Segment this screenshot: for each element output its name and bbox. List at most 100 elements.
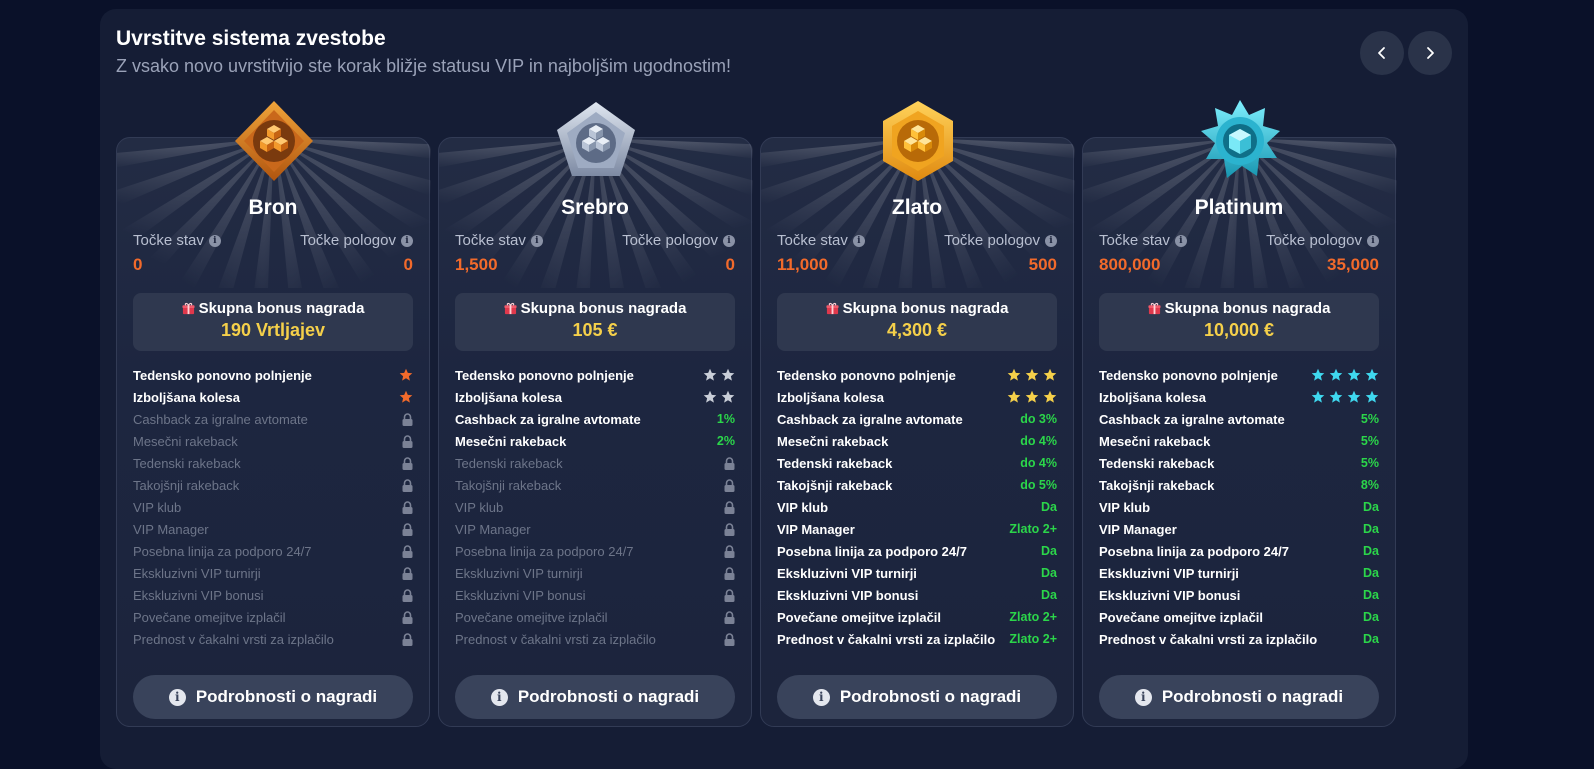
feature-label: Izboljšana kolesa bbox=[1099, 389, 1206, 405]
feature-value: Zlato 2+ bbox=[1009, 522, 1057, 536]
feature-label: Prednost v čakalni vrsti za izplačilo bbox=[133, 631, 334, 647]
feature-label: VIP klub bbox=[133, 499, 182, 515]
feature-row: Povečane omejitve izplačil bbox=[133, 606, 413, 628]
badge-glow-rays bbox=[117, 138, 431, 288]
info-icon[interactable]: i bbox=[723, 234, 735, 247]
feature-row: Prednost v čakalni vrsti za izplačilo Da bbox=[1099, 628, 1379, 650]
gift-icon bbox=[182, 302, 195, 315]
info-icon[interactable]: i bbox=[208, 234, 221, 247]
reward-details-label: Podrobnosti o nagradi bbox=[839, 687, 1022, 706]
star-rating bbox=[399, 390, 413, 404]
feature-label: Mesečni rakeback bbox=[1099, 433, 1211, 449]
info-icon[interactable]: i bbox=[530, 234, 543, 247]
feature-row: Izboljšana kolesa bbox=[1099, 386, 1379, 408]
feature-row: Povečane omejitve izplačil Da bbox=[1099, 606, 1379, 628]
feature-value: do 4% bbox=[1020, 434, 1057, 448]
feature-label: Posebna linija za podporo 24/7 bbox=[133, 543, 312, 559]
star-icon bbox=[1311, 368, 1325, 381]
page-title: Uvrstitve sistema zvestobe bbox=[116, 27, 386, 50]
info-icon[interactable]: i bbox=[1045, 234, 1057, 247]
feature-label: Tedenski rakeback bbox=[133, 455, 241, 471]
info-icon[interactable]: i bbox=[1174, 234, 1187, 247]
feature-value: Zlato 2+ bbox=[1009, 610, 1057, 624]
lock-icon bbox=[402, 588, 413, 602]
reward-details-button[interactable]: i Podrobnosti o nagradi bbox=[133, 675, 413, 719]
lock-icon bbox=[724, 588, 735, 602]
feature-label: Tedensko ponovno polnjenje bbox=[455, 367, 634, 383]
reward-details-button[interactable]: i Podrobnosti o nagradi bbox=[455, 675, 735, 719]
star-icon bbox=[1365, 390, 1379, 403]
feature-value: Da bbox=[1363, 500, 1379, 514]
star-icon bbox=[1007, 390, 1021, 403]
lock-icon bbox=[724, 544, 735, 558]
loyalty-tiers-panel: Uvrstitve sistema zvestobe Z vsako novo … bbox=[100, 9, 1468, 769]
feature-label: Ekskluzivni VIP bonusi bbox=[455, 587, 586, 603]
lock-icon bbox=[724, 632, 735, 646]
feature-value: Da bbox=[1363, 544, 1379, 558]
feature-row: Ekskluzivni VIP turnirji bbox=[455, 562, 735, 584]
tier-name: Platinum bbox=[1194, 196, 1284, 219]
feature-value: 5% bbox=[1360, 434, 1379, 448]
star-rating bbox=[703, 390, 735, 404]
feature-value: Da bbox=[1041, 544, 1057, 558]
lock-icon bbox=[402, 544, 413, 558]
star-rating bbox=[1311, 368, 1379, 382]
info-icon[interactable]: i bbox=[1367, 234, 1379, 247]
feature-label: Takojšnji rakeback bbox=[1099, 477, 1215, 493]
feature-label: Cashback za igralne avtomate bbox=[133, 411, 308, 427]
lock-icon bbox=[724, 522, 735, 536]
star-icon bbox=[399, 390, 413, 403]
feature-row: Izboljšana kolesa bbox=[133, 386, 413, 408]
bet-points-label: Točke stav i bbox=[455, 232, 543, 249]
gift-icon bbox=[826, 302, 839, 315]
feature-row: VIP klub Da bbox=[1099, 496, 1379, 518]
star-icon bbox=[1347, 390, 1361, 403]
feature-label: Mesečni rakeback bbox=[777, 433, 889, 449]
feature-row: VIP klub bbox=[455, 496, 735, 518]
feature-label: Tedensko ponovno polnjenje bbox=[133, 367, 312, 383]
feature-label: Posebna linija za podporo 24/7 bbox=[1099, 543, 1289, 559]
star-icon bbox=[1043, 368, 1057, 381]
feature-label: Povečane omejitve izplačil bbox=[455, 609, 608, 625]
feature-value: 5% bbox=[1360, 456, 1379, 470]
feature-label: Prednost v čakalni vrsti za izplačilo bbox=[1099, 631, 1318, 647]
badge-glow-rays bbox=[1083, 138, 1397, 288]
reward-details-label: Podrobnosti o nagradi bbox=[195, 687, 378, 706]
feature-label: Ekskluzivni VIP turnirji bbox=[133, 565, 261, 581]
feature-label: Cashback za igralne avtomate bbox=[1099, 411, 1285, 427]
total-bonus-value: 105 € bbox=[572, 320, 618, 340]
feature-label: Posebna linija za podporo 24/7 bbox=[777, 543, 967, 559]
info-icon[interactable]: i bbox=[852, 234, 865, 247]
feature-row: Posebna linija za podporo 24/7 Da bbox=[1099, 540, 1379, 562]
total-bonus-label: Skupna bonus nagrada bbox=[777, 300, 1057, 317]
star-icon bbox=[1025, 390, 1039, 403]
feature-row: Tedenski rakeback bbox=[133, 452, 413, 474]
feature-label: Mesečni rakeback bbox=[455, 433, 567, 449]
lock-icon bbox=[724, 610, 735, 624]
reward-details-button[interactable]: i Podrobnosti o nagradi bbox=[777, 675, 1057, 719]
feature-row: Prednost v čakalni vrsti za izplačilo Zla… bbox=[777, 628, 1057, 650]
gold-hexagon-badge-icon bbox=[883, 101, 953, 181]
feature-label: Tedensko ponovno polnjenje bbox=[777, 367, 956, 383]
feature-label: VIP Manager bbox=[455, 521, 531, 537]
gift-icon bbox=[504, 302, 517, 315]
badge-glow-rays bbox=[439, 138, 753, 288]
carousel-next-button[interactable] bbox=[1408, 31, 1452, 75]
total-bonus-text: Skupna bonus nagrada bbox=[520, 300, 687, 317]
feature-label: Mesečni rakeback bbox=[133, 433, 238, 449]
feature-row: Posebna linija za podporo 24/7 Da bbox=[777, 540, 1057, 562]
bet-points-value: 800,000 bbox=[1099, 255, 1161, 274]
badge-glow-rays bbox=[761, 138, 1075, 288]
carousel-prev-button[interactable] bbox=[1360, 31, 1404, 75]
lock-icon bbox=[402, 566, 413, 580]
feature-value: 8% bbox=[1360, 478, 1379, 492]
reward-details-button[interactable]: i Podrobnosti o nagradi bbox=[1099, 675, 1379, 719]
feature-row: Cashback za igralne avtomate do 3% bbox=[777, 408, 1057, 430]
info-icon[interactable]: i bbox=[401, 234, 413, 247]
feature-row: VIP Manager bbox=[133, 518, 413, 540]
star-icon bbox=[1329, 368, 1343, 381]
feature-value: Zlato 2+ bbox=[1009, 632, 1057, 646]
feature-row: Povečane omejitve izplačil bbox=[455, 606, 735, 628]
feature-label: Povečane omejitve izplačil bbox=[133, 609, 286, 625]
feature-label: Ekskluzivni VIP turnirji bbox=[1099, 565, 1239, 581]
